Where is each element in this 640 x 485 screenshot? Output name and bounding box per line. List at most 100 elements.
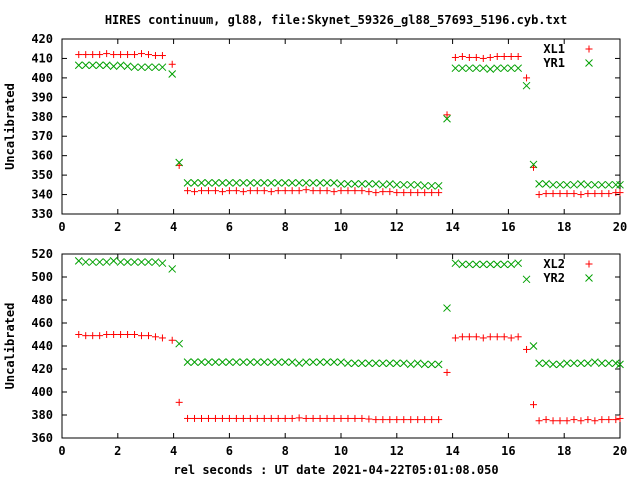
data-point <box>288 179 297 187</box>
data-point <box>309 358 317 366</box>
data-point <box>598 359 606 368</box>
data-point <box>281 187 289 195</box>
data-point <box>458 260 467 269</box>
data-point <box>232 414 240 422</box>
data-point <box>151 63 160 72</box>
data-point <box>225 179 234 187</box>
data-point <box>421 416 429 424</box>
data-point <box>288 187 296 195</box>
data-point <box>117 331 125 338</box>
data-point <box>175 158 184 167</box>
data-point <box>198 187 205 195</box>
x-tick-label: 14 <box>445 220 459 234</box>
data-point <box>295 179 304 187</box>
data-point <box>507 53 515 60</box>
data-point <box>535 417 543 425</box>
data-point <box>96 332 104 340</box>
y-axis-label: Uncalibrated <box>3 83 17 170</box>
data-point <box>584 180 592 189</box>
data-point <box>479 54 487 62</box>
data-point <box>570 180 578 189</box>
y-tick-label: 360 <box>31 431 53 445</box>
data-point <box>260 179 269 187</box>
x-tick-label: 12 <box>390 444 404 458</box>
data-point <box>316 187 324 195</box>
x-tick-label: 0 <box>58 444 65 458</box>
data-point <box>399 180 408 189</box>
data-point <box>420 360 429 369</box>
data-point <box>378 359 387 368</box>
x-tick-label: 8 <box>282 444 289 458</box>
data-point <box>358 187 366 195</box>
data-point <box>465 64 474 73</box>
data-point <box>421 189 429 197</box>
data-point <box>500 260 509 269</box>
series-YR1 <box>74 61 624 190</box>
data-point <box>82 51 90 59</box>
data-point <box>151 258 160 266</box>
data-point <box>330 188 338 196</box>
data-point <box>110 331 118 338</box>
data-point <box>358 180 366 188</box>
data-point <box>267 414 275 422</box>
y-axis-label: Uncalibrated <box>3 303 17 390</box>
data-point <box>458 333 466 341</box>
y-tick-label: 410 <box>31 51 53 65</box>
data-point <box>246 414 254 422</box>
data-point <box>451 64 460 73</box>
data-point <box>183 179 192 187</box>
data-point <box>522 81 531 90</box>
data-point <box>144 51 152 59</box>
data-point <box>611 180 620 189</box>
data-point <box>365 415 373 423</box>
legend-marker <box>585 274 593 282</box>
data-point <box>358 359 366 368</box>
upper-plot-panel: Uncalibrated 0 2 4 6 8 10 12 14 16 18 20 330 340 350 36… <box>3 32 627 234</box>
data-point <box>486 333 494 341</box>
data-point <box>168 265 177 273</box>
data-point <box>427 181 436 190</box>
x-tick-label: 12 <box>390 220 404 234</box>
data-point <box>211 414 219 422</box>
y-tick-label: 400 <box>31 385 53 399</box>
data-point <box>184 414 192 422</box>
y-tick-label: 340 <box>31 188 53 202</box>
x-tick-label: 14 <box>445 444 459 458</box>
data-point <box>351 359 359 368</box>
x-tick-label: 0 <box>58 220 65 234</box>
data-point <box>486 260 495 269</box>
data-point <box>514 333 522 341</box>
data-point <box>130 258 139 266</box>
data-point <box>465 260 474 269</box>
data-point <box>500 333 508 341</box>
data-point <box>316 358 324 366</box>
data-point <box>413 180 422 189</box>
data-point <box>407 416 415 424</box>
data-point <box>75 331 83 338</box>
data-point <box>253 179 262 187</box>
data-point <box>529 342 538 350</box>
data-point <box>570 359 578 368</box>
data-point <box>309 187 317 195</box>
data-point <box>479 64 488 73</box>
data-point <box>451 53 459 61</box>
data-point <box>158 259 167 268</box>
data-point <box>246 179 255 187</box>
data-point <box>372 189 380 197</box>
data-point <box>479 334 487 342</box>
data-point <box>124 331 132 338</box>
data-point <box>281 179 290 187</box>
data-point <box>351 180 359 188</box>
data-point <box>616 414 624 422</box>
x-tick-label: 6 <box>226 220 233 234</box>
data-point <box>183 358 192 366</box>
data-point <box>443 114 451 123</box>
data-point <box>427 360 436 369</box>
data-point <box>542 190 550 198</box>
data-point <box>420 181 429 190</box>
data-point <box>542 180 550 188</box>
data-point <box>500 53 508 60</box>
data-point <box>542 416 550 424</box>
data-point <box>584 359 592 368</box>
